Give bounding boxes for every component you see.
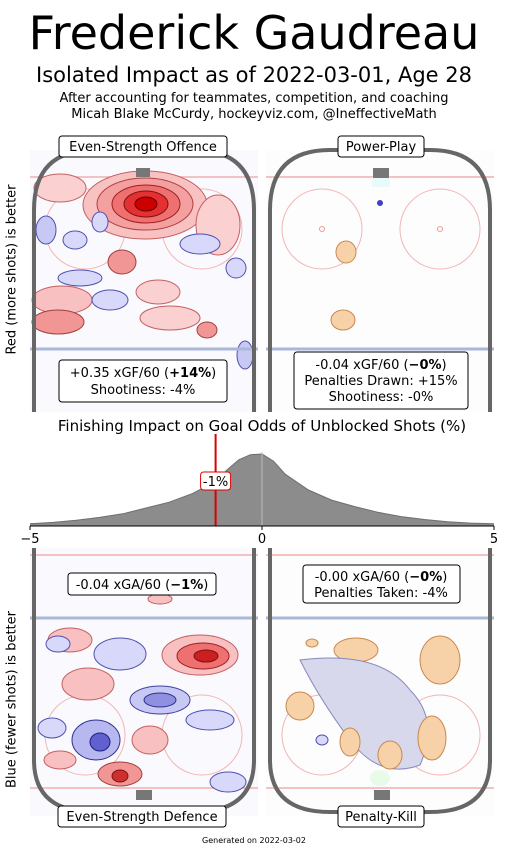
es-offence-stat: +0.35 xGF/60 (+14%) — [70, 366, 216, 381]
es-offence-shootiness: Shootiness: -4% — [91, 383, 196, 398]
power-play-stats-box: -0.04 xGF/60 (−0%) Penalties Drawn: +15%… — [293, 351, 469, 410]
finishing-chart-title: Finishing Impact on Goal Odds of Unblock… — [58, 417, 466, 435]
player-value-label: -1% — [200, 471, 232, 491]
es-defence-title-box: Even-Strength Defence — [57, 805, 227, 828]
es-defence-stats-box: -0.04 xGA/60 (−1%) — [67, 572, 217, 596]
page-title: Frederick Gaudreau — [28, 6, 480, 60]
density-line — [29, 453, 495, 525]
penalty-kill-title-box: Penalty-Kill — [337, 805, 425, 828]
es-offence-stats-box: +0.35 xGF/60 (+14%) Shootiness: -4% — [58, 359, 228, 403]
penalty-kill-title: Penalty-Kill — [345, 810, 417, 825]
power-play-title: Power-Play — [346, 140, 417, 155]
power-play-shootiness: Shootiness: -0% — [329, 390, 434, 405]
x-tick-label: 5 — [490, 532, 498, 547]
penalty-kill-stats-box: -0.00 xGA/60 (−0%) Penalties Taken: -4% — [302, 564, 461, 604]
es-offence-title-box: Even-Strength Offence — [58, 135, 228, 158]
caption-line-2: Micah Blake McCurdy, hockeyviz.com, @Ine… — [71, 107, 437, 122]
power-play-penalties-drawn: Penalties Drawn: +15% — [304, 374, 457, 389]
penalty-kill-penalties-taken: Penalties Taken: -4% — [314, 586, 448, 601]
x-tick-label: 0 — [258, 532, 266, 547]
page-subtitle: Isolated Impact as of 2022-03-01, Age 28 — [36, 63, 472, 87]
finishing-chart: Finishing Impact on Goal Odds of Unblock… — [20, 417, 498, 547]
penalty-kill-heatmap — [266, 554, 494, 789]
generated-footer: Generated on 2022-03-02 — [202, 836, 306, 845]
player-value-text: -1% — [203, 475, 228, 490]
power-play-title-box: Power-Play — [337, 135, 425, 158]
es-offence-title: Even-Strength Offence — [69, 140, 217, 155]
penalty-kill-stat: -0.00 xGA/60 (−0%) — [315, 570, 448, 585]
es-defence-heatmap — [30, 554, 258, 793]
es-defence-stat: -0.04 xGA/60 (−1%) — [76, 578, 209, 593]
x-tick-label: −5 — [20, 532, 39, 547]
x-axis-ticks: −5 0 5 — [20, 526, 498, 547]
caption-line-1: After accounting for teammates, competit… — [59, 91, 449, 106]
power-play-stat: -0.04 xGF/60 (−0%) — [315, 358, 446, 373]
es-offence-heatmap — [30, 170, 258, 370]
es-defence-title: Even-Strength Defence — [66, 810, 217, 825]
